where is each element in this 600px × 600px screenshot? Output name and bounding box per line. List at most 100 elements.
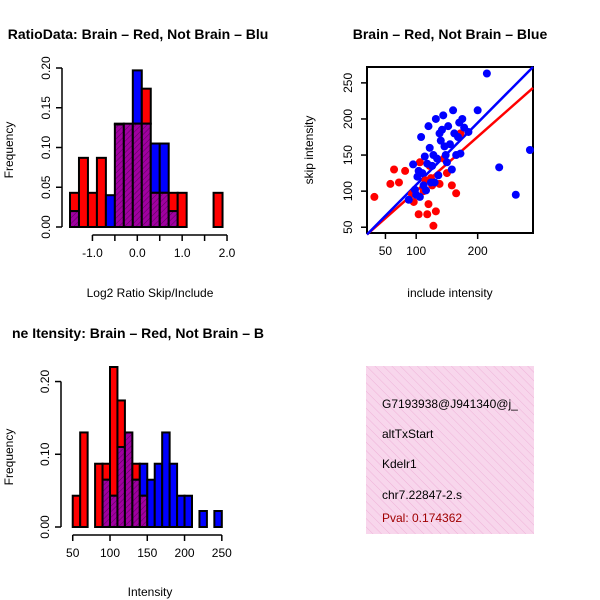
scatter-y-tick-label: 150 [341,145,355,165]
blue-point [441,151,450,160]
scatter-points [370,69,534,230]
intensity-histogram-axes: 50 100 150 200 250 0.00 0.10 0.20 [38,370,232,560]
intensity-hist-x-tick-label: 150 [137,546,157,560]
scatter-xlabel: include intensity [407,286,492,300]
ratio-hist-y-tick-label: 0.20 [39,56,53,80]
intensity-hist-overlap-bar [131,478,141,528]
intensity-hist-overlap-bar [101,478,112,528]
ratio-hist-bar [176,191,188,229]
ratio-hist-y-tick-label: 0.05 [39,175,53,199]
intensity-hist-bar [109,366,119,497]
ratio-hist-bar [140,87,152,125]
ratio-hist-bar [131,69,143,125]
blue-point [444,122,453,131]
ratio-hist-y-tick-label: 0.15 [39,96,53,120]
ratio-histogram-axes: -1.0 0.0 1.0 2.0 0.00 0.05 0.10 0.15 0.20 [39,56,236,260]
blue-point [409,160,418,169]
blue-point [456,149,465,158]
info-panel: G7193938@J941340@j_ altTxStart Kdelr1 ch… [366,366,534,534]
red-point [390,165,399,174]
blue-point [449,106,458,115]
ratio-hist-x-tick-label: 1.0 [174,246,191,260]
ratio-hist-bar [149,142,161,194]
blue-point [442,158,451,167]
intensity-hist-bar [198,510,208,528]
intensity-hist-overlap-bar [116,446,126,528]
intensity-hist-bar [94,462,104,528]
blue-point [511,190,520,199]
ratio-histogram-bars [69,69,224,229]
ratio-hist-bar [69,191,80,213]
ratio-hist-x-tick-label: 2.0 [219,246,236,260]
info-probe-id: G7193938@J941340@j_ [382,397,518,411]
info-event-type: altTxStart [382,427,434,441]
ratio-hist-bar [86,191,98,229]
blue-point [482,69,491,78]
blue-point [430,178,439,187]
blue-point [431,114,440,123]
intensity-hist-bar [183,494,194,528]
scatter-x-tick-label: 200 [468,244,488,258]
intensity-histogram-panel: ne Itensity: Brain – Red, Not Brain – B … [2,325,264,599]
red-point [414,210,423,219]
blue-fit-line [366,66,534,236]
red-point [401,166,410,175]
ratio-hist-overlap-bar [113,123,125,228]
blue-point [418,169,427,178]
intensity-hist-x-tick-label: 50 [66,546,80,560]
intensity-hist-bar [168,462,179,528]
ratio-hist-y-tick-label: 0.00 [39,215,53,239]
intensity-histogram-ylabel: Frequency [2,429,16,486]
ratio-hist-overlap-bar [167,210,179,229]
intensity-scatter-panel: Brain – Red, Not Brain – Blue 50 100 20050… [302,26,547,300]
info-location: chr7.22847-2.s [382,488,462,502]
scatter-axes: 50 100 200 50 100 150 200 250 [341,73,488,258]
blue-point [420,152,429,161]
red-point [424,200,433,209]
ratio-hist-overlap-bar [149,191,161,229]
scatter-y-tick-label: 250 [341,73,355,93]
blue-point [446,140,454,149]
blue-point [473,106,482,115]
intensity-hist-bar [116,399,126,449]
intensity-hist-bar [176,494,186,528]
intensity-hist-bar [138,462,149,497]
blue-point [415,192,424,201]
blue-point [422,186,431,195]
blue-point [436,136,445,145]
info-gene-name: Kdelr1 [382,457,417,471]
intensity-histogram-title: ne Itensity: Brain – Red, Not Brain – B [12,325,264,341]
scatter-fit-lines [366,66,534,236]
red-point [447,181,456,190]
scatter-y-tick-label: 100 [341,181,355,201]
scatter-y-tick-label: 50 [341,220,355,234]
blue-point [439,111,448,120]
red-point [394,178,403,187]
ratio-hist-overlap-bar [140,122,152,228]
intensity-hist-y-tick-label: 0.20 [38,370,52,394]
ratio-hist-overlap-bar [158,191,170,229]
ratio-hist-bar [95,156,107,229]
ratio-histogram-title: RatioData: Brain – Red, Not Brain – Blu [8,26,269,42]
intensity-hist-y-tick-label: 0.10 [38,442,52,466]
ratio-hist-x-tick-label: -1.0 [82,246,103,260]
intensity-hist-bar [79,431,89,529]
blue-point [525,146,534,154]
blue-point [424,122,433,131]
intensity-hist-x-tick-label: 250 [212,546,232,560]
intensity-hist-x-tick-label: 200 [175,546,195,560]
ratio-histogram-panel: RatioData: Brain – Red, Not Brain – Blu … [2,26,268,300]
ratio-hist-bar [212,191,224,229]
ratio-hist-bar [158,142,170,194]
ratio-hist-y-tick-label: 0.10 [39,135,53,159]
intensity-hist-bar [131,462,141,481]
blue-point [433,154,442,163]
intensity-hist-overlap-bar [138,494,149,528]
ratio-hist-overlap-bar [131,122,143,228]
red-point [415,158,424,167]
intensity-hist-overlap-bar [123,431,134,529]
scatter-y-tick-label: 200 [341,109,355,129]
blue-point [453,133,462,142]
